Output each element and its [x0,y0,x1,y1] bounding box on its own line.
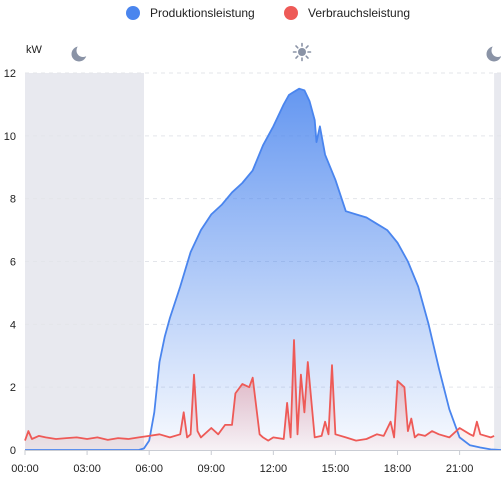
x-tick-label-0600: 06:00 [135,463,163,475]
y-tick-label-6: 6 [10,257,16,269]
production-series-line [25,87,501,451]
x-tick-label-1500: 15:00 [322,463,350,475]
x-tick-label-1200: 12:00 [260,463,288,475]
x-tick-label-1800: 18:00 [384,463,412,475]
x-tick-label-0300: 03:00 [73,463,101,475]
legend-swatch-consumption [284,6,298,20]
x-tick-label-0000: 00:00 [11,463,39,475]
y-tick-label-4: 4 [10,319,16,331]
legend-item-consumption[interactable]: Verbrauchsleistung [284,6,410,20]
y-tick-label-12: 12 [4,68,16,80]
sun-icon [292,42,312,62]
moon-icon-start [71,44,90,62]
y-tick-label-10: 10 [4,131,16,143]
production-series-area [25,88,501,450]
consumption-series-line [24,339,495,442]
legend-swatch-production [126,6,140,20]
x-tick-label-2100: 21:00 [446,463,474,475]
consumption-series-area [25,340,495,450]
legend-item-production[interactable]: Produktionsleistung [126,6,255,20]
y-axis-unit-label: kW [26,44,43,56]
moon-icon-end [486,44,501,62]
x-tick-label-0900: 09:00 [197,463,225,475]
y-tick-label-2: 2 [10,382,16,394]
y-tick-label-8: 8 [10,194,16,206]
y-tick-label-0: 0 [10,445,16,457]
legend-label-production: Produktionsleistung [150,6,255,20]
chart-legend: Produktionsleistung Verbrauchsleistung [0,6,501,26]
legend-label-consumption: Verbrauchsleistung [308,6,411,20]
